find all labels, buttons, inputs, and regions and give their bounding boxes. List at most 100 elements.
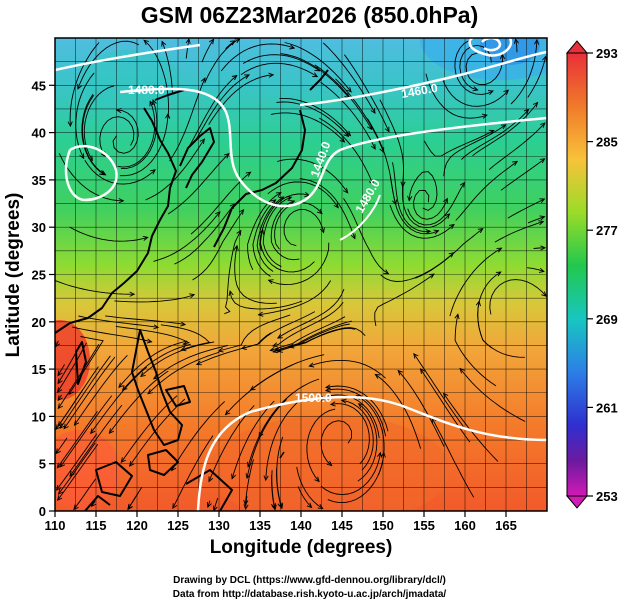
streamline-arrowhead [459, 181, 465, 188]
streamline-arrowhead [306, 502, 313, 509]
streamline [143, 39, 169, 119]
streamline-arrowhead [59, 423, 65, 429]
streamline [415, 228, 484, 279]
contour-label-1: 1480.0 [128, 83, 165, 97]
streamline-arrowhead [151, 99, 157, 106]
streamline-arrowhead [231, 74, 238, 81]
streamline [425, 73, 488, 119]
streamline [69, 404, 123, 477]
streamline [413, 353, 464, 427]
streamline [273, 323, 350, 353]
streamline-arrowhead [57, 488, 64, 495]
x-axis-ticks: 110 115 120 125 130 135 140 145 150 155 160 165 [45, 511, 517, 533]
streamline-arrowhead [324, 384, 331, 390]
streamline [84, 159, 156, 185]
streamline-arrowhead [443, 197, 448, 204]
x-tick-label: 115 [86, 518, 107, 533]
streamline [73, 478, 97, 510]
streamline [55, 280, 135, 295]
streamline-arrowhead [243, 499, 249, 506]
streamline-arrowhead [247, 461, 252, 468]
colorbar: 293 285 277 269 261 253 [565, 40, 618, 509]
streamline [392, 162, 431, 233]
streamline-arrowhead [288, 343, 295, 349]
streamline-arrowhead [339, 137, 346, 143]
streamline [112, 109, 139, 154]
streamline [459, 368, 526, 422]
streamline [171, 401, 226, 471]
streamline [455, 161, 518, 221]
streamline-arrowhead [532, 101, 539, 108]
streamline [344, 54, 390, 132]
streamline-arrowhead [271, 504, 277, 511]
streamline-arrowhead [147, 388, 154, 395]
streamline [172, 435, 214, 509]
streamline [465, 52, 503, 86]
streamline [120, 395, 178, 463]
streamline-arrowhead [367, 124, 373, 131]
streamline-arrowhead [55, 448, 61, 455]
streamline-arrowhead [534, 38, 540, 45]
streamline [276, 436, 284, 509]
streamline-arrowhead [319, 227, 325, 234]
streamline [74, 354, 128, 426]
streamline [59, 355, 111, 429]
streamline-arrowhead [397, 369, 404, 376]
streamline [494, 221, 544, 243]
streamline [327, 452, 385, 504]
streamline [258, 378, 320, 437]
streamline-arrowhead [171, 465, 177, 472]
streamline [69, 226, 148, 242]
streamline [244, 459, 254, 505]
streamline-arrowhead [541, 291, 547, 297]
streamline-arrowhead [139, 371, 146, 378]
streamline-arrowhead [73, 419, 80, 426]
streamline [63, 356, 116, 429]
streamline-arrowhead [257, 311, 264, 317]
x-tick-label: 120 [126, 518, 148, 533]
streamline [271, 470, 276, 510]
streamline-arrowhead [224, 409, 231, 416]
streamline [488, 122, 546, 170]
streamline-arrowhead [79, 153, 85, 160]
streamline-arrowhead [161, 40, 167, 47]
streamline-arrowhead [180, 321, 187, 327]
streamline [256, 196, 284, 272]
streamline [527, 216, 545, 224]
colorbar-ramp [566, 52, 588, 497]
streamline [297, 486, 312, 508]
y-axis-ticks: 0 5 10 15 20 25 30 35 40 45 [32, 78, 55, 519]
streamline [413, 190, 448, 220]
streamline-arrowhead [433, 229, 440, 235]
streamline [57, 389, 84, 427]
streamline-arrowhead [118, 382, 124, 389]
geopotential-contours [55, 38, 547, 511]
streamline [279, 97, 351, 136]
streamline [185, 38, 190, 59]
colorbar-tick-label: 269 [596, 312, 618, 327]
streamline-arrowhead [342, 187, 349, 194]
streamline-arrowhead [277, 347, 283, 353]
streamline-arrowhead [326, 460, 333, 467]
streamline-arrowhead [419, 368, 426, 374]
streamline [208, 405, 255, 482]
streamline-arrowhead [523, 108, 530, 115]
streamline [320, 452, 381, 496]
streamline [500, 158, 545, 191]
streamline-arrowhead [199, 138, 206, 145]
streamline [289, 327, 366, 348]
streamline-arrowhead [317, 504, 324, 510]
streamline-arrowhead [481, 113, 488, 119]
streamline [224, 230, 242, 315]
streamline [187, 75, 238, 149]
streamline-arrowhead [180, 346, 187, 352]
streamline-arrowhead [383, 269, 390, 275]
streamline [153, 211, 221, 262]
streamline [69, 42, 100, 127]
streamline-arrowhead [407, 195, 413, 202]
streamline-arrowhead [73, 504, 79, 511]
streamline-arrowhead [487, 90, 494, 96]
streamline-arrowhead [57, 395, 63, 402]
streamline [208, 74, 274, 125]
streamline [309, 359, 386, 379]
